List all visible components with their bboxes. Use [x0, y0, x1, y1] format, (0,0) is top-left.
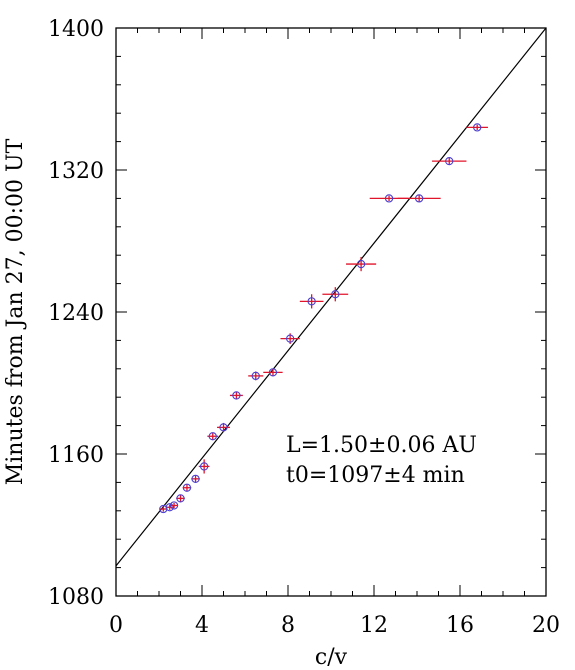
data-point	[285, 334, 295, 343]
data-point	[251, 371, 260, 381]
data-point	[356, 259, 366, 269]
x-tick-label: 8	[281, 613, 295, 638]
data-point	[199, 462, 209, 471]
x-tick-labels: 0 4 8 12 16 20	[109, 613, 560, 638]
data-point	[384, 194, 394, 203]
data-point	[268, 368, 278, 377]
x-tick-label: 12	[360, 613, 388, 638]
data-point	[165, 503, 174, 512]
y-tick-label: 1320	[48, 159, 104, 184]
data-point	[307, 297, 316, 306]
data-point	[473, 123, 482, 132]
y-axis-ticks	[116, 27, 546, 597]
data-point	[445, 156, 454, 166]
x-tick-label: 20	[532, 613, 560, 638]
annotation-distance: L=1.50±0.06 AU	[286, 433, 477, 458]
y-tick-label: 1240	[48, 301, 104, 326]
data-point	[191, 474, 200, 483]
y-tick-label: 1400	[48, 17, 104, 42]
y-tick-label: 1160	[48, 443, 104, 468]
data-point	[182, 483, 192, 492]
y-tick-labels: 1080 1160 1240 1320 1400	[48, 17, 104, 610]
fit-line	[115, 27, 547, 567]
data-point	[208, 432, 217, 441]
data-point	[219, 423, 228, 432]
plot-frame	[115, 27, 547, 597]
annotation-onset-time: t0=1097±4 min	[286, 463, 465, 488]
x-axis-ticks	[115, 28, 547, 596]
data-points	[159, 123, 488, 514]
data-point	[169, 501, 179, 510]
fit-line-group	[115, 27, 547, 567]
y-tick-label: 1080	[48, 585, 104, 610]
x-tick-label: 16	[446, 613, 474, 638]
x-tick-label: 0	[109, 613, 123, 638]
y-axis-title: Minutes from Jan 27, 00:00 UT	[3, 138, 28, 485]
x-axis-title: c/v	[315, 645, 348, 670]
data-point	[414, 194, 424, 203]
x-tick-label: 4	[195, 613, 209, 638]
data-point	[232, 391, 241, 400]
data-point	[331, 290, 340, 299]
data-point	[176, 494, 185, 503]
